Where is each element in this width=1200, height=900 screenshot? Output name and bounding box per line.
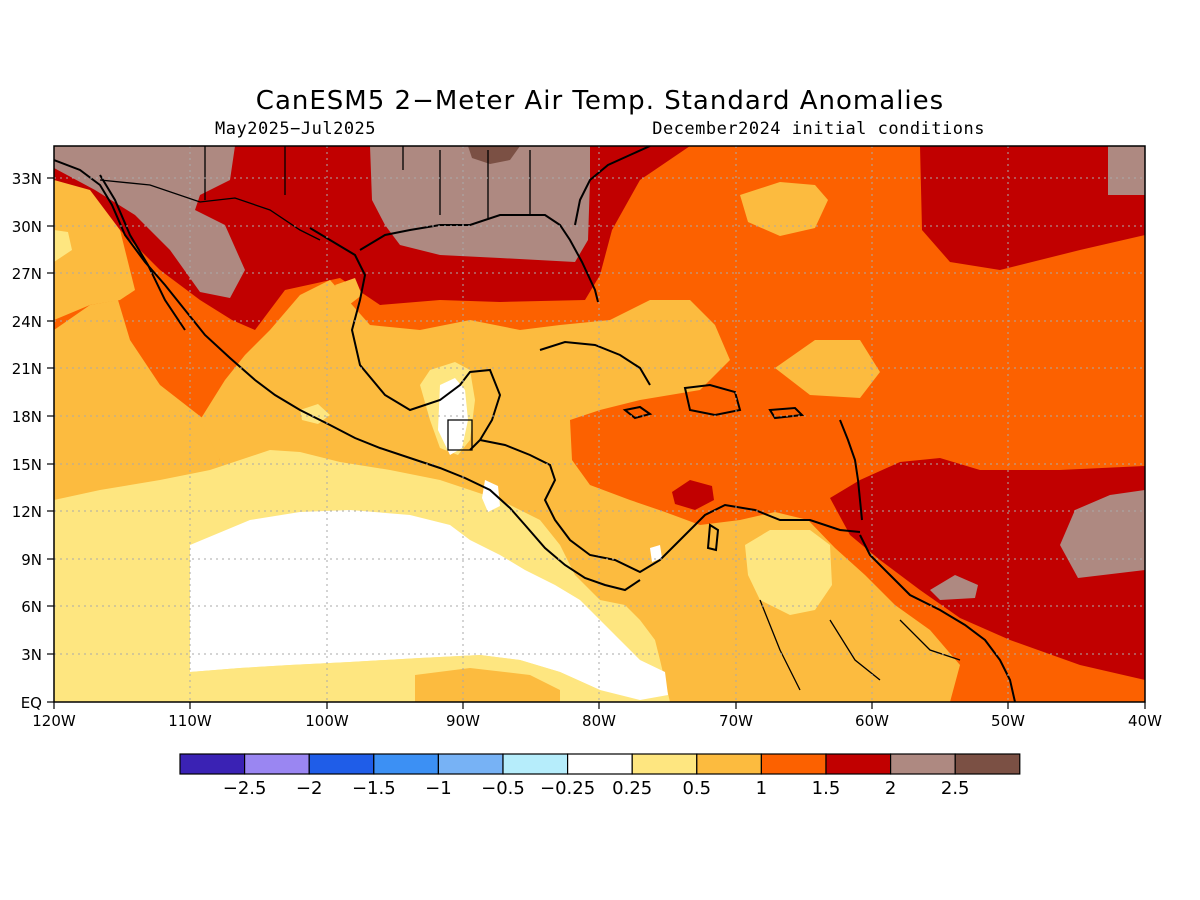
colorbar: −2.5 −2 −1.5 −1 −0.5 −0.25 0.25 0.5 1 1.5 2 2.5 xyxy=(179,753,1021,799)
field-light-yellow-mexico xyxy=(300,404,330,424)
coastlines xyxy=(54,146,1016,702)
coast-central-america xyxy=(479,439,861,574)
coast-us-east xyxy=(574,146,651,226)
lon-label: 110W xyxy=(168,712,212,730)
coast-cuba xyxy=(539,340,651,386)
forecast-period: May2025−Jul2025 xyxy=(215,119,377,139)
field-brown-us xyxy=(468,146,520,164)
border-us-states xyxy=(204,146,531,218)
colorbar-label: 0.25 xyxy=(612,778,652,799)
field-light-yellow-pac-west xyxy=(54,230,72,262)
colorbar-swatch xyxy=(179,753,246,775)
colorbar-label: −0.25 xyxy=(540,778,595,799)
field-red-atlantic-south xyxy=(830,458,1145,680)
field-yellow-orange-atlantic-n xyxy=(740,182,828,236)
colorbar-swatch xyxy=(825,753,892,775)
lat-label: 30N xyxy=(12,218,42,236)
coast-lesser-antilles xyxy=(839,419,863,521)
lat-label: 6N xyxy=(21,598,42,616)
lon-label: 40W xyxy=(1128,712,1162,730)
lon-label: 50W xyxy=(991,712,1025,730)
colorbar-swatch xyxy=(760,753,827,775)
field-yellow-orange-gulf xyxy=(335,278,362,308)
lon-label: 80W xyxy=(582,712,616,730)
field-taupe-atlantic-e xyxy=(1060,490,1145,578)
field-taupe-small xyxy=(930,575,978,600)
coast-baja xyxy=(99,174,186,331)
coast-hispaniola xyxy=(683,383,742,417)
coast-south-america xyxy=(859,534,1016,702)
colorbar-swatch xyxy=(696,753,762,775)
lon-label: 100W xyxy=(305,712,349,730)
field-light-yellow-sa xyxy=(745,530,832,615)
lat-label: 24N xyxy=(12,313,42,331)
longitude-labels: 120W 110W 100W 90W 80W 70W 60W 50W 40W xyxy=(32,712,1162,730)
colorbar-swatch xyxy=(437,753,504,775)
colorbar-swatch xyxy=(373,753,439,775)
field-yellow-orange-west-coast xyxy=(54,180,135,320)
lon-label: 120W xyxy=(32,712,76,730)
colorbar-label: 1 xyxy=(756,778,767,799)
field-taupe-mexico xyxy=(54,146,245,298)
colorbar-swatch xyxy=(631,753,698,775)
colorbar-label: −1 xyxy=(425,778,452,799)
coast-lake-maracaibo xyxy=(706,523,720,552)
colorbar-swatch xyxy=(566,753,633,775)
field-white-pacific xyxy=(190,510,668,700)
colorbar-label: −2 xyxy=(296,778,323,799)
coast-us-gulf xyxy=(359,214,599,303)
lat-label: 33N xyxy=(12,170,42,188)
colorbar-label: 1.5 xyxy=(812,778,841,799)
field-yellow-orange-bottom xyxy=(415,668,560,702)
lon-label: 90W xyxy=(446,712,480,730)
colorbar-swatch xyxy=(889,753,956,775)
border-sa-internal xyxy=(759,599,961,691)
lat-label: EQ xyxy=(21,694,42,712)
initial-conditions: December2024 initial conditions xyxy=(652,119,985,139)
colorbar-swatch xyxy=(502,753,569,775)
map-title: CanESM5 2−Meter Air Temp. Standard Anoma… xyxy=(255,86,945,116)
coast-puerto-rico xyxy=(768,406,805,420)
gridlines xyxy=(54,146,1145,702)
field-yellow-orange-atlantic-c xyxy=(775,340,880,398)
field-taupe-atlantic-ne xyxy=(1108,146,1145,195)
colorbar-swatch xyxy=(244,753,310,775)
lon-label: 60W xyxy=(855,712,889,730)
borders xyxy=(99,146,961,691)
colorbar-label: −1.5 xyxy=(352,778,396,799)
coast-mexico-pacific xyxy=(54,159,641,592)
lat-label: 15N xyxy=(12,456,42,474)
field-white-panama xyxy=(650,545,662,562)
lat-label: 3N xyxy=(21,646,42,664)
field-taupe-us xyxy=(370,146,590,262)
latitude-labels: 33N 30N 27N 24N 21N 18N 15N 12N 9N 6N 3N… xyxy=(12,170,42,712)
colorbar-label: −2.5 xyxy=(223,778,267,799)
axis-ticks xyxy=(47,177,1146,709)
coast-jamaica xyxy=(622,405,653,420)
coast-gulf xyxy=(309,227,502,451)
border-us-mexico xyxy=(99,179,321,241)
lat-label: 27N xyxy=(12,265,42,283)
colorbar-label: 2.5 xyxy=(941,778,970,799)
lat-label: 12N xyxy=(12,503,42,521)
colorbar-label: 2 xyxy=(885,778,896,799)
lat-label: 21N xyxy=(12,360,42,378)
colorbar-label: −0.5 xyxy=(481,778,525,799)
field-red-venezuela xyxy=(672,480,714,510)
field-white-yucatan xyxy=(438,378,468,455)
lat-label: 9N xyxy=(21,551,42,569)
colorbar-label: 0.5 xyxy=(682,778,711,799)
colorbar-swatch xyxy=(954,753,1021,775)
colorbar-swatch xyxy=(308,753,375,775)
border-guatemala xyxy=(447,419,473,451)
lon-label: 70W xyxy=(719,712,753,730)
field-red-atlantic-north xyxy=(920,146,1145,270)
lat-label: 18N xyxy=(12,408,42,426)
anomaly-field xyxy=(54,146,1145,702)
